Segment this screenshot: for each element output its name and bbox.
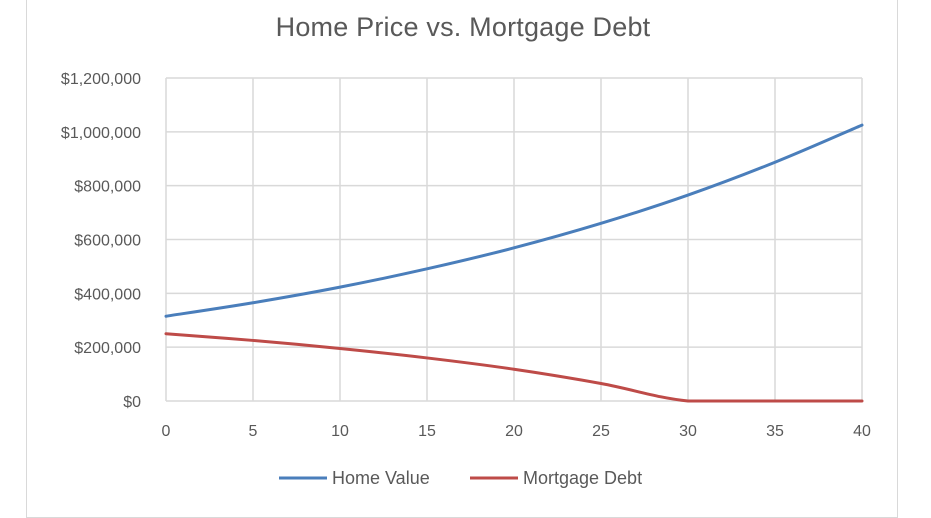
grid-lines xyxy=(165,77,863,402)
y-axis-labels: $0 $200,000 $400,000 $600,000 $800,000 $1,000… xyxy=(61,71,141,411)
x-tick-label: 0 xyxy=(162,423,171,440)
y-tick-label: $200,000 xyxy=(74,340,141,357)
series-line-mortgage-debt xyxy=(164,332,864,403)
x-tick-label: 15 xyxy=(418,423,436,440)
line-chart: $0 $200,000 $400,000 $600,000 $800,000 $1,000… xyxy=(61,71,871,488)
y-tick-label: $800,000 xyxy=(74,179,141,196)
legend-item: Home Value xyxy=(279,468,430,488)
y-tick-label: $1,000,000 xyxy=(61,125,141,142)
legend: Home Value Mortgage Debt xyxy=(279,468,642,488)
legend-label: Mortgage Debt xyxy=(523,468,642,488)
x-tick-label: 20 xyxy=(505,423,523,440)
x-tick-label: 25 xyxy=(592,423,610,440)
x-tick-label: 30 xyxy=(679,423,697,440)
chart-frame xyxy=(26,0,898,518)
legend-label: Home Value xyxy=(332,468,430,488)
x-tick-label: 5 xyxy=(249,423,258,440)
x-axis-labels: 0 5 10 15 20 25 30 35 40 xyxy=(162,423,871,440)
x-tick-label: 40 xyxy=(853,423,871,440)
x-tick-label: 35 xyxy=(766,423,784,440)
y-tick-label: $1,200,000 xyxy=(61,71,141,88)
chart-title: Home Price vs. Mortgage Debt xyxy=(275,12,651,42)
series-line-home-value xyxy=(164,123,864,318)
y-tick-label: $400,000 xyxy=(74,286,141,303)
x-tick-label: 10 xyxy=(331,423,349,440)
series-lines xyxy=(164,123,864,403)
legend-item: Mortgage Debt xyxy=(470,468,642,488)
y-tick-label: $0 xyxy=(123,394,141,411)
y-tick-label: $600,000 xyxy=(74,233,141,250)
